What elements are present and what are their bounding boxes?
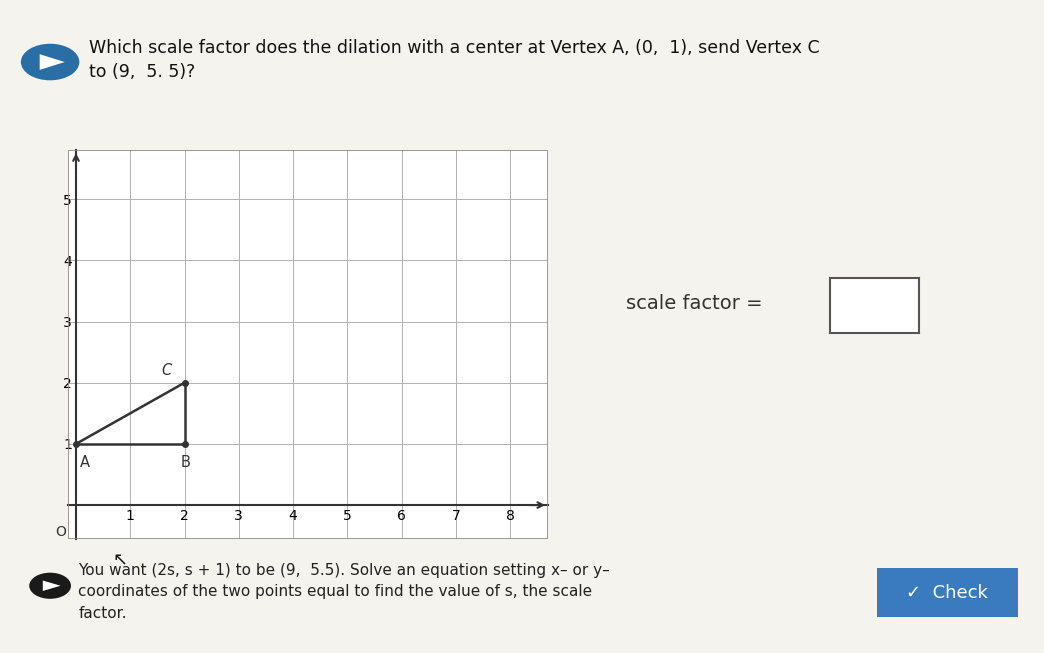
- Text: factor.: factor.: [78, 606, 126, 621]
- Text: coordinates of the two points equal to find the value of s, the scale: coordinates of the two points equal to f…: [78, 584, 592, 599]
- Text: ✓  Check: ✓ Check: [906, 584, 989, 601]
- Text: You want (2s, s + 1) to be (9,  5.5). Solve an equation setting x– or y–: You want (2s, s + 1) to be (9, 5.5). Sol…: [78, 563, 610, 578]
- Text: B: B: [181, 455, 190, 470]
- Text: A: A: [80, 455, 91, 470]
- Text: C: C: [162, 363, 172, 378]
- Text: scale factor =: scale factor =: [626, 294, 763, 313]
- Text: to (9,  5. 5)?: to (9, 5. 5)?: [89, 63, 195, 82]
- Text: O: O: [55, 524, 66, 539]
- FancyBboxPatch shape: [870, 565, 1025, 620]
- Text: Which scale factor does the dilation with a center at Vertex A, (0,  1), send Ve: Which scale factor does the dilation wit…: [89, 39, 820, 57]
- Text: ↖: ↖: [113, 552, 127, 570]
